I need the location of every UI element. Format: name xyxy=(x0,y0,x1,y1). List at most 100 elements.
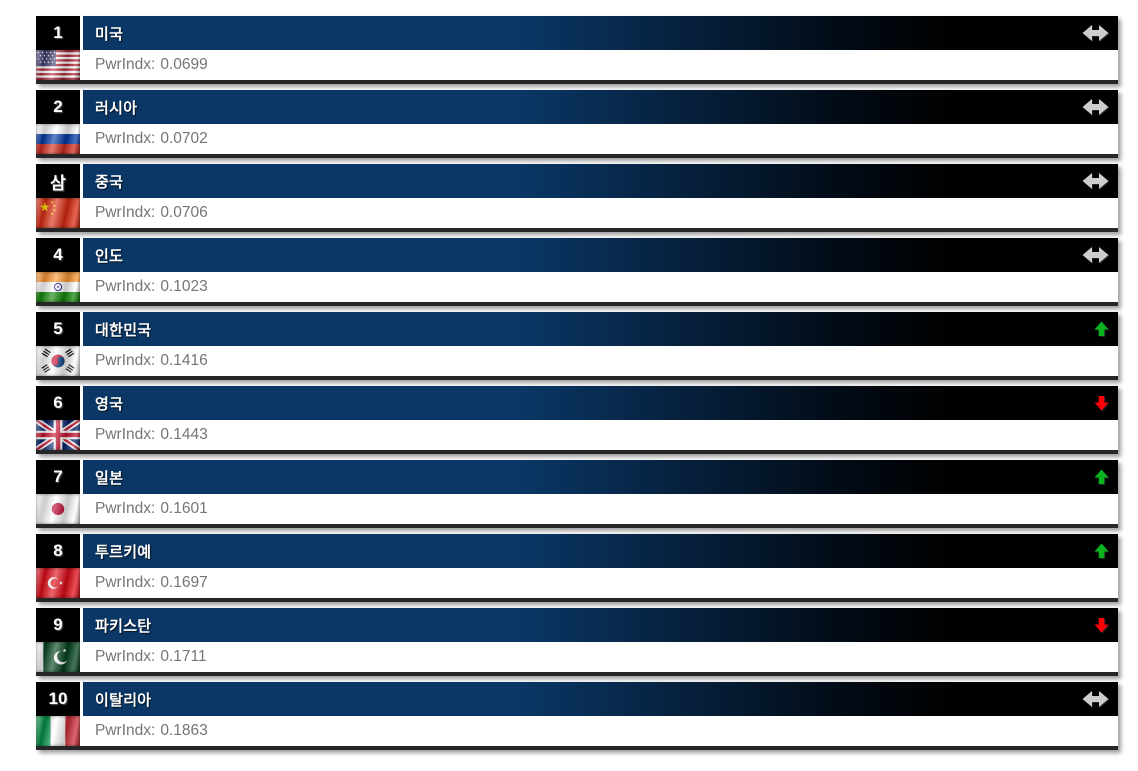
rank-badge: 6 xyxy=(36,386,80,420)
country-ranking-row[interactable]: 8 투르키예 PwrIndx: 0.1697 xyxy=(36,534,1118,602)
country-ranking-row[interactable]: 6 영국 PwrIndx: 0.1443 xyxy=(36,386,1118,454)
rank-number: 9 xyxy=(53,615,63,634)
rank-number: 1 xyxy=(53,23,63,42)
country-name: 인도 xyxy=(95,247,124,265)
rank-badge: 5 xyxy=(36,312,80,346)
country-header-bar[interactable]: 러시아 xyxy=(83,90,1118,124)
power-index-row: PwrIndx: 0.1023 xyxy=(83,272,1118,302)
rank-number: 10 xyxy=(48,689,68,708)
power-index-row: PwrIndx: 0.0699 xyxy=(83,50,1118,80)
trend-same-icon xyxy=(1082,99,1109,115)
power-index-row: PwrIndx: 0.1863 xyxy=(83,716,1118,746)
trend-same-icon xyxy=(1082,173,1109,189)
country-name: 러시아 xyxy=(95,99,138,117)
rank-badge: 9 xyxy=(36,608,80,642)
rank-flag-column: 6 xyxy=(36,386,80,450)
country-header-bar[interactable]: 파키스탄 xyxy=(83,608,1118,642)
military-power-ranking-list: 1 미국 PwrIndx: 0.0699 2 러시아 xyxy=(36,16,1118,750)
country-main-column: 투르키예 PwrIndx: 0.1697 xyxy=(83,534,1118,598)
power-index-value: 0.1697 xyxy=(160,574,208,591)
rank-number: 4 xyxy=(53,245,63,264)
power-index-label: PwrIndx: xyxy=(95,648,156,665)
rank-flag-column: 2 xyxy=(36,90,80,154)
gb-flag-icon xyxy=(36,420,80,450)
power-index-row: PwrIndx: 0.1711 xyxy=(83,642,1118,672)
tr-flag-icon xyxy=(36,568,80,598)
country-ranking-row[interactable]: 1 미국 PwrIndx: 0.0699 xyxy=(36,16,1118,84)
country-ranking-row[interactable]: 4 인도 PwrIndx: 0.1023 xyxy=(36,238,1118,306)
rank-badge: 4 xyxy=(36,238,80,272)
country-ranking-row[interactable]: 삼 중국 PwrIndx: 0.0706 xyxy=(36,164,1118,232)
power-index-row: PwrIndx: 0.0706 xyxy=(83,198,1118,228)
country-ranking-row[interactable]: 5 대한민국 PwrIndx: 0.1416 xyxy=(36,312,1118,380)
rank-flag-column: 1 xyxy=(36,16,80,80)
country-ranking-row[interactable]: 7 일본 PwrIndx: 0.1601 xyxy=(36,460,1118,528)
power-index-value: 0.1863 xyxy=(160,722,208,739)
power-index-label: PwrIndx: xyxy=(95,204,156,221)
country-main-column: 영국 PwrIndx: 0.1443 xyxy=(83,386,1118,450)
power-index-row: PwrIndx: 0.1601 xyxy=(83,494,1118,524)
rank-number: 2 xyxy=(53,97,63,116)
rank-badge: 10 xyxy=(36,682,80,716)
power-index-value: 0.0702 xyxy=(160,130,208,147)
rank-flag-column: 5 xyxy=(36,312,80,376)
power-index-label: PwrIndx: xyxy=(95,722,156,739)
rank-flag-column: 10 xyxy=(36,682,80,746)
power-index-value: 0.1023 xyxy=(160,278,208,295)
country-main-column: 파키스탄 PwrIndx: 0.1711 xyxy=(83,608,1118,672)
trend-up-icon xyxy=(1094,543,1109,559)
kr-flag-icon xyxy=(36,346,80,376)
country-main-column: 대한민국 PwrIndx: 0.1416 xyxy=(83,312,1118,376)
country-header-bar[interactable]: 영국 xyxy=(83,386,1118,420)
trend-same-icon xyxy=(1082,691,1109,707)
power-index-label: PwrIndx: xyxy=(95,574,156,591)
country-header-bar[interactable]: 일본 xyxy=(83,460,1118,494)
rank-badge: 1 xyxy=(36,16,80,50)
rank-number: 삼 xyxy=(50,173,66,193)
it-flag-icon xyxy=(36,716,80,746)
rank-badge: 7 xyxy=(36,460,80,494)
country-header-bar[interactable]: 이탈리아 xyxy=(83,682,1118,716)
rank-number: 5 xyxy=(53,319,63,338)
rank-badge: 삼 xyxy=(36,164,80,198)
power-index-value: 0.1601 xyxy=(160,500,208,517)
country-main-column: 미국 PwrIndx: 0.0699 xyxy=(83,16,1118,80)
rank-number: 8 xyxy=(53,541,63,560)
power-index-row: PwrIndx: 0.1416 xyxy=(83,346,1118,376)
country-ranking-row[interactable]: 2 러시아 PwrIndx: 0.0702 xyxy=(36,90,1118,158)
cn-flag-icon xyxy=(36,198,80,228)
jp-flag-icon xyxy=(36,494,80,524)
country-main-column: 인도 PwrIndx: 0.1023 xyxy=(83,238,1118,302)
country-name: 대한민국 xyxy=(95,321,152,339)
rank-badge: 8 xyxy=(36,534,80,568)
country-ranking-row[interactable]: 9 파키스탄 PwrIndx: 0.1711 xyxy=(36,608,1118,676)
country-header-bar[interactable]: 미국 xyxy=(83,16,1118,50)
rank-flag-column: 삼 xyxy=(36,164,80,228)
country-ranking-row[interactable]: 10 이탈리아 PwrIndx: 0.1863 xyxy=(36,682,1118,750)
trend-same-icon xyxy=(1082,25,1109,41)
country-name: 중국 xyxy=(95,173,124,191)
rank-flag-column: 7 xyxy=(36,460,80,524)
country-name: 파키스탄 xyxy=(95,617,152,635)
power-index-value: 0.1416 xyxy=(160,352,208,369)
rank-flag-column: 8 xyxy=(36,534,80,598)
trend-same-icon xyxy=(1082,247,1109,263)
trend-up-icon xyxy=(1094,469,1109,485)
power-index-value: 0.0699 xyxy=(160,56,208,73)
country-header-bar[interactable]: 인도 xyxy=(83,238,1118,272)
rank-number: 6 xyxy=(53,393,63,412)
country-main-column: 러시아 PwrIndx: 0.0702 xyxy=(83,90,1118,154)
power-index-label: PwrIndx: xyxy=(95,56,156,73)
country-main-column: 이탈리아 PwrIndx: 0.1863 xyxy=(83,682,1118,746)
trend-down-icon xyxy=(1094,617,1109,633)
country-header-bar[interactable]: 중국 xyxy=(83,164,1118,198)
power-index-label: PwrIndx: xyxy=(95,278,156,295)
country-name: 영국 xyxy=(95,395,124,413)
rank-flag-column: 4 xyxy=(36,238,80,302)
power-index-row: PwrIndx: 0.0702 xyxy=(83,124,1118,154)
ranking-page: 1 미국 PwrIndx: 0.0699 2 러시아 xyxy=(36,16,1118,750)
country-main-column: 일본 PwrIndx: 0.1601 xyxy=(83,460,1118,524)
country-header-bar[interactable]: 투르키예 xyxy=(83,534,1118,568)
country-name: 일본 xyxy=(95,469,124,487)
country-header-bar[interactable]: 대한민국 xyxy=(83,312,1118,346)
